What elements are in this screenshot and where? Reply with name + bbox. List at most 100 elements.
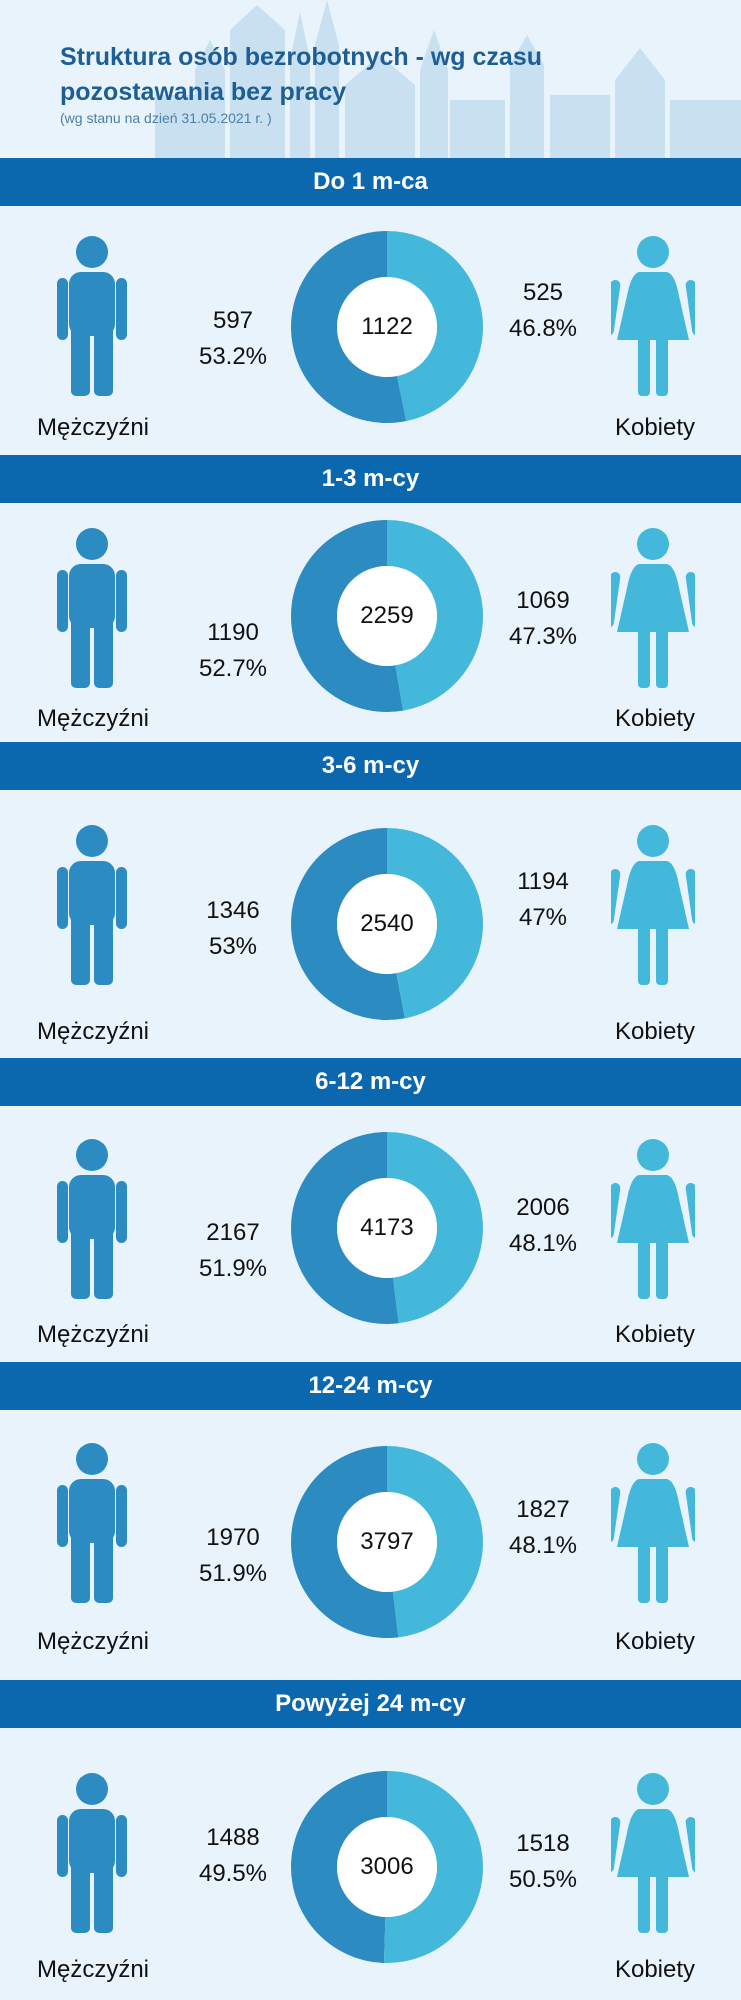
men-values: 2167 51.9% — [168, 1215, 298, 1287]
women-values: 1827 48.1% — [478, 1492, 608, 1564]
section-body: Mężczyźni Kobiety 1346 53% 1194 47% 2540 — [0, 790, 741, 1058]
men-values: 1488 49.5% — [168, 1820, 298, 1892]
page-subtitle: (wg stanu na dzień 31.05.2021 r. ) — [60, 110, 272, 126]
man-icon — [57, 1443, 127, 1603]
donut-chart: 3797 — [289, 1444, 485, 1640]
donut-slice-men — [291, 231, 407, 423]
woman-figure — [611, 1443, 695, 1603]
donut-svg — [291, 828, 484, 1020]
city-skyline-illustration — [155, 0, 741, 158]
men-values: 1190 52.7% — [168, 615, 298, 687]
donut-slice-women — [383, 1771, 484, 1963]
women-count: 1194 — [517, 868, 569, 895]
women-percent: 46.8% — [508, 315, 578, 342]
women-values: 1518 50.5% — [478, 1826, 608, 1898]
women-values: 1069 47.3% — [478, 583, 608, 655]
donut-svg — [291, 1771, 484, 1963]
duration-section: Do 1 m-ca Mężczyźni Kobiety 597 53.2% 525 46.8… — [0, 158, 741, 458]
donut-slice-men — [291, 1771, 387, 1963]
donut-chart: 2259 — [289, 518, 485, 714]
duration-section: Powyżej 24 m-cy Mężczyźni Kobiety 1488 49.5%… — [0, 1680, 741, 1998]
section-title: 12-24 m-cy — [0, 1362, 741, 1410]
section-title: Do 1 m-ca — [0, 158, 741, 206]
woman-icon — [611, 1139, 695, 1299]
women-label: Kobiety — [614, 1321, 696, 1348]
donut-hole — [337, 1817, 437, 1917]
donut-svg — [291, 1132, 484, 1324]
men-percent: 51.9% — [198, 1255, 268, 1282]
man-figure — [57, 528, 127, 688]
men-label: Mężczyźni — [36, 414, 150, 441]
women-label: Kobiety — [614, 705, 696, 732]
men-percent: 53% — [208, 933, 258, 960]
duration-section: 12-24 m-cy Mężczyźni Kobiety 1970 51.9% 1827 4… — [0, 1362, 741, 1680]
women-count: 1069 — [516, 587, 570, 614]
donut-total: 3797 — [360, 1528, 414, 1555]
donut-chart: 1122 — [289, 229, 485, 425]
men-label: Mężczyźni — [36, 1956, 150, 1983]
men-values: 1346 53% — [168, 893, 298, 965]
section-title: 3-6 m-cy — [0, 742, 741, 790]
man-figure — [57, 1773, 127, 1933]
section-body: Mężczyźni Kobiety 597 53.2% 525 46.8% 1122 — [0, 206, 741, 458]
men-percent: 49.5% — [198, 1860, 268, 1887]
man-icon — [57, 1139, 127, 1299]
woman-icon — [611, 1443, 695, 1603]
donut-chart: 4173 — [289, 1130, 485, 1326]
men-label: Mężczyźni — [36, 1018, 150, 1045]
donut-total: 3006 — [360, 1853, 414, 1880]
woman-icon — [611, 825, 695, 985]
duration-section: 3-6 m-cy Mężczyźni Kobiety 1346 53% 1194 47% 25… — [0, 742, 741, 1058]
woman-figure — [611, 825, 695, 985]
donut-slice-men — [291, 828, 405, 1020]
woman-figure — [611, 236, 695, 396]
donut-total: 2259 — [360, 602, 414, 629]
women-percent: 47% — [518, 904, 568, 931]
section-body: Mężczyźni Kobiety 1190 52.7% 1069 47.3% 2259 — [0, 503, 741, 743]
men-count: 1190 — [207, 619, 259, 646]
donut-total: 1122 — [361, 313, 413, 340]
women-count: 2006 — [516, 1194, 570, 1221]
donut-hole — [337, 1178, 437, 1278]
women-values: 2006 48.1% — [478, 1190, 608, 1262]
men-percent: 52.7% — [198, 655, 268, 682]
men-count: 597 — [212, 307, 254, 334]
men-count: 1346 — [206, 897, 260, 924]
donut-chart: 3006 — [289, 1769, 485, 1965]
section-body: Mężczyźni Kobiety 1488 49.5% 1518 50.5% 3006 — [0, 1728, 741, 1998]
men-count: 2167 — [206, 1219, 260, 1246]
donut-slice-men — [291, 520, 404, 712]
duration-section: 6-12 m-cy Mężczyźni Kobiety 2167 51.9% 2006 48… — [0, 1058, 741, 1362]
donut-svg — [291, 520, 484, 712]
donut-hole — [337, 566, 437, 666]
donut-slice-men — [291, 1132, 399, 1324]
section-title: 1-3 m-cy — [0, 455, 741, 503]
man-figure — [57, 1139, 127, 1299]
section-title: 6-12 m-cy — [0, 1058, 741, 1106]
women-count: 525 — [522, 279, 564, 306]
woman-figure — [611, 1139, 695, 1299]
men-count: 1488 — [206, 1824, 260, 1851]
woman-icon — [611, 1773, 695, 1933]
women-label: Kobiety — [614, 1018, 696, 1045]
man-icon — [57, 1773, 127, 1933]
donut-hole — [337, 1492, 437, 1592]
men-count: 1970 — [206, 1524, 260, 1551]
men-values: 597 53.2% — [168, 303, 298, 375]
duration-section: 1-3 m-cy Mężczyźni Kobiety 1190 52.7% 1069 47.… — [0, 455, 741, 743]
man-figure — [57, 825, 127, 985]
men-percent: 51.9% — [198, 1560, 268, 1587]
men-label: Mężczyźni — [36, 705, 150, 732]
woman-icon — [611, 236, 695, 396]
donut-slice-women — [387, 520, 484, 711]
donut-chart: 2540 — [289, 826, 485, 1022]
section-body: Mężczyźni Kobiety 2167 51.9% 2006 48.1% 4173 — [0, 1106, 741, 1362]
women-label: Kobiety — [614, 1628, 696, 1655]
header: Struktura osób bezrobotnych - wg czasu p… — [0, 0, 741, 158]
women-count: 1827 — [516, 1496, 570, 1523]
donut-hole — [337, 874, 437, 974]
women-count: 1518 — [516, 1830, 570, 1857]
women-label: Kobiety — [614, 414, 696, 441]
man-icon — [57, 236, 127, 396]
